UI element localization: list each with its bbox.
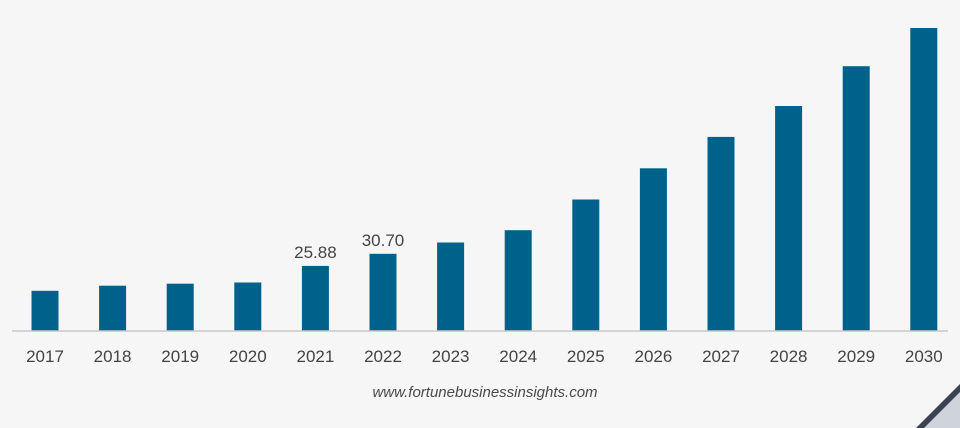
labels-layer: 25.88 30.70 xyxy=(294,231,404,262)
x-tick-label-2023: 2023 xyxy=(432,347,470,366)
bar-2029 xyxy=(842,66,870,331)
x-tick-label-2030: 2030 xyxy=(905,347,943,366)
bar-2027 xyxy=(707,136,735,331)
x-tick-label-2026: 2026 xyxy=(634,347,672,366)
x-tick-label-2024: 2024 xyxy=(499,347,537,366)
x-tick-label-2022: 2022 xyxy=(364,347,402,366)
x-tick-label-2027: 2027 xyxy=(702,347,740,366)
x-tick-label-2018: 2018 xyxy=(94,347,132,366)
bars-layer xyxy=(31,28,938,331)
bar-2017 xyxy=(31,290,59,331)
bar-2020 xyxy=(234,282,262,331)
x-tick-label-2025: 2025 xyxy=(567,347,605,366)
x-tick-label-2020: 2020 xyxy=(229,347,267,366)
x-tick-labels: 2017 2018 2019 2020 2021 2022 2023 2024 2025 2026… xyxy=(26,347,943,366)
bar-2025 xyxy=(572,199,600,331)
bar-2030 xyxy=(910,28,938,331)
bar-2018 xyxy=(99,285,127,331)
x-tick-label-2028: 2028 xyxy=(770,347,808,366)
x-tick-label-2029: 2029 xyxy=(837,347,875,366)
bar-2019 xyxy=(166,283,194,331)
data-label-2022: 30.70 xyxy=(362,231,405,250)
x-tick-label-2017: 2017 xyxy=(26,347,64,366)
page-corner-fold xyxy=(924,392,960,428)
bar-2028 xyxy=(775,106,803,331)
bar-2023 xyxy=(437,242,465,331)
bar-2022 xyxy=(369,253,397,331)
bar-2021 xyxy=(301,265,329,331)
source-attribution: www.fortunebusinessinsights.com xyxy=(372,384,598,401)
data-label-2021: 25.88 xyxy=(294,243,337,262)
x-tick-label-2019: 2019 xyxy=(161,347,199,366)
bar-2026 xyxy=(639,168,667,331)
bar-2024 xyxy=(504,230,532,331)
x-tick-label-2021: 2021 xyxy=(296,347,334,366)
